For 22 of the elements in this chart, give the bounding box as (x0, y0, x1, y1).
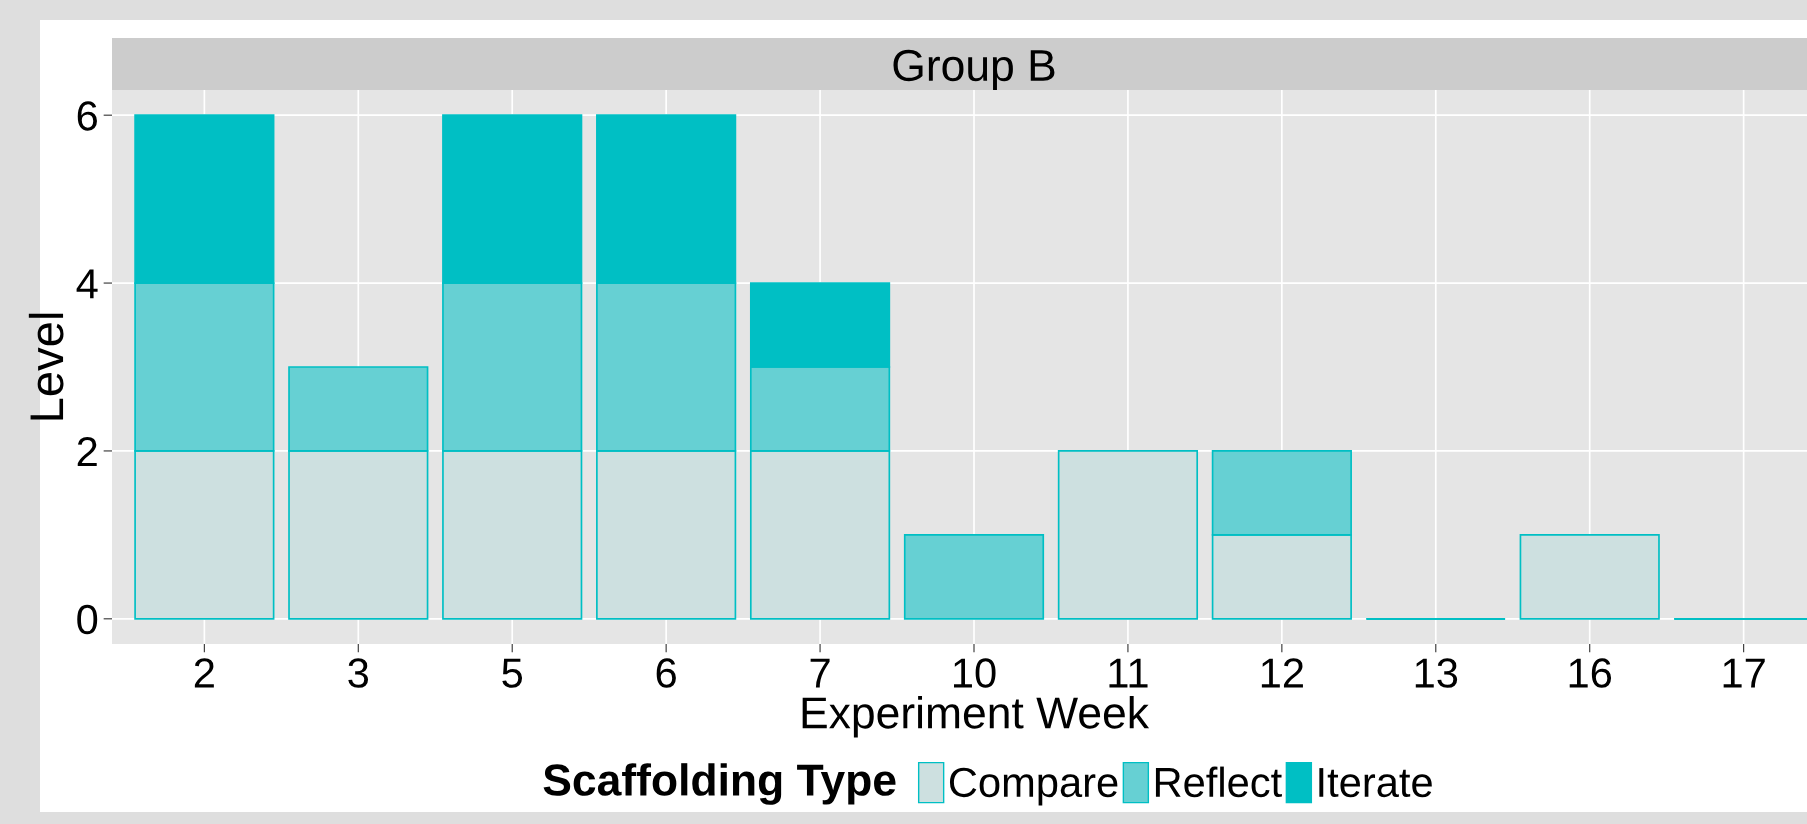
y-tick-label: 6 (77, 101, 97, 131)
chart-title: Group B (893, 49, 1055, 90)
legend-label: Iterate (1319, 768, 1432, 798)
legend-label: Reflect (1155, 766, 1282, 798)
x-tick-label: 5 (502, 658, 523, 688)
x-tick-label: 7 (810, 658, 830, 688)
x-axis-title: Experiment Week (802, 696, 1150, 738)
x-tick-label: 17 (1723, 658, 1765, 688)
y-tick-label: 4 (76, 269, 98, 299)
y-tick-label: 2 (77, 436, 97, 467)
y-tick-label: 0 (77, 604, 98, 635)
x-tick-label: 16 (1569, 658, 1612, 688)
legend-title: Scaffolding Type (543, 763, 896, 805)
x-tick-label: 10 (954, 658, 996, 688)
x-tick-label: 6 (656, 658, 676, 688)
x-tick-label: 12 (1261, 658, 1303, 688)
x-tick-label: 11 (1109, 658, 1148, 688)
y-axis-title: Level (28, 313, 64, 420)
x-tick-label: 3 (348, 658, 369, 688)
x-tick-label: 2 (194, 658, 214, 688)
x-tick-label: 13 (1415, 658, 1458, 688)
legend-label: Compare (949, 767, 1118, 806)
